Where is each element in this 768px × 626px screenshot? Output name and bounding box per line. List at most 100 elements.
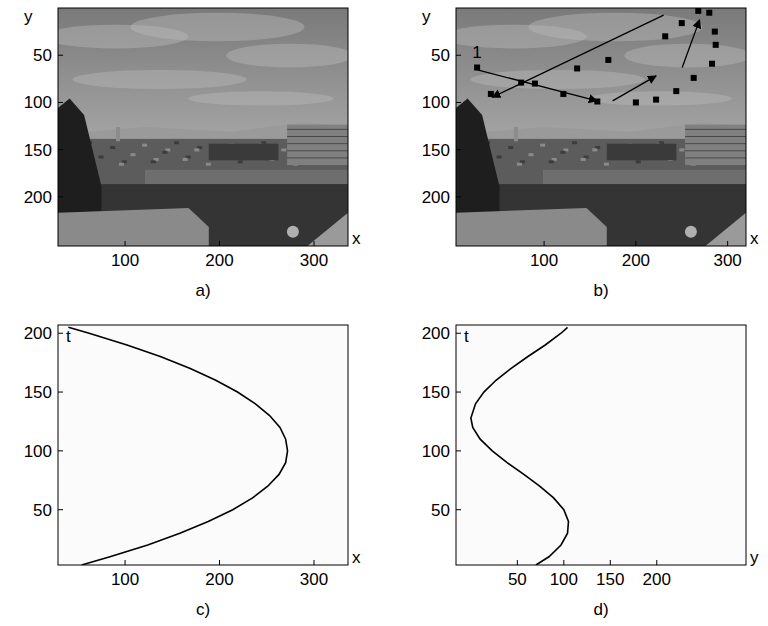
x-tick-label: 300 bbox=[300, 251, 328, 270]
plot-area bbox=[58, 8, 348, 246]
point bbox=[653, 97, 659, 103]
building bbox=[287, 125, 348, 165]
curve bbox=[68, 327, 287, 565]
x-tick bbox=[313, 560, 314, 565]
y-tick-label: 150 bbox=[24, 383, 52, 402]
windows bbox=[287, 143, 348, 144]
point bbox=[679, 20, 685, 26]
x-axis-title: y bbox=[750, 548, 759, 567]
roof bbox=[581, 158, 586, 161]
panel: 10020030050100150200txc) bbox=[24, 324, 361, 619]
plot-background bbox=[456, 325, 746, 565]
y-tick-label: 200 bbox=[24, 324, 52, 343]
point bbox=[709, 61, 715, 67]
field bbox=[145, 170, 348, 184]
x-tick-label: 200 bbox=[643, 570, 671, 589]
x-tick-label: 50 bbox=[508, 570, 527, 589]
cloud bbox=[73, 70, 247, 89]
dish bbox=[685, 226, 697, 238]
roof bbox=[508, 146, 513, 149]
y-tick-label: 200 bbox=[422, 324, 450, 343]
roof bbox=[560, 151, 565, 154]
roof bbox=[110, 146, 115, 149]
roof bbox=[517, 163, 522, 166]
y-tick-label: 100 bbox=[422, 442, 450, 461]
y-tick bbox=[58, 450, 63, 451]
x-axis-title: x bbox=[352, 548, 361, 567]
windows bbox=[287, 129, 348, 130]
x-tick bbox=[544, 241, 545, 246]
roof bbox=[529, 153, 534, 156]
y-tick bbox=[456, 450, 461, 451]
roof bbox=[281, 148, 286, 151]
building bbox=[685, 125, 746, 165]
x-tick bbox=[610, 560, 611, 565]
y-tick-label: 150 bbox=[24, 141, 52, 160]
point bbox=[488, 91, 494, 97]
point bbox=[574, 65, 580, 71]
rooftop bbox=[705, 213, 746, 246]
x-tick bbox=[219, 560, 220, 565]
cloud bbox=[471, 70, 645, 89]
x-tick bbox=[727, 241, 728, 246]
point bbox=[712, 29, 718, 35]
roof bbox=[194, 148, 199, 151]
frame bbox=[456, 8, 746, 246]
building bbox=[209, 144, 279, 161]
cloud bbox=[226, 44, 348, 68]
windows bbox=[287, 150, 348, 151]
x-tick bbox=[517, 560, 518, 565]
building bbox=[607, 144, 677, 161]
dish bbox=[287, 226, 299, 238]
panel: 5010015020050100150200tyd) bbox=[422, 324, 759, 619]
point bbox=[691, 75, 697, 81]
windows bbox=[685, 129, 746, 130]
figure: 10020030050100150200yxa)1100200300501001… bbox=[0, 0, 768, 626]
x-tick-label: 300 bbox=[300, 570, 328, 589]
point bbox=[713, 42, 719, 48]
rooftop bbox=[456, 208, 607, 246]
rooftop bbox=[58, 208, 209, 246]
rooftop bbox=[307, 213, 348, 246]
arrow bbox=[492, 15, 663, 97]
x-tick-label: 200 bbox=[205, 251, 233, 270]
x-tick-label: 200 bbox=[622, 251, 650, 270]
y-tick-label: 200 bbox=[422, 188, 450, 207]
y-axis-title: t bbox=[464, 327, 469, 346]
point bbox=[594, 99, 600, 105]
y-tick-label: 100 bbox=[24, 442, 52, 461]
roof bbox=[151, 160, 156, 163]
y-tick bbox=[456, 102, 461, 103]
x-tick bbox=[563, 560, 564, 565]
point bbox=[605, 57, 611, 63]
x-tick-label: 150 bbox=[596, 570, 624, 589]
point bbox=[695, 8, 701, 14]
cloud bbox=[529, 13, 703, 42]
windows bbox=[287, 136, 348, 137]
cloud bbox=[189, 91, 334, 105]
x-tick bbox=[219, 241, 220, 246]
roof bbox=[206, 163, 211, 166]
y-axis-title: y bbox=[422, 7, 431, 26]
y-tick bbox=[58, 55, 63, 56]
tower bbox=[514, 127, 518, 141]
roof bbox=[592, 148, 597, 151]
roof bbox=[497, 156, 502, 159]
roof bbox=[636, 160, 641, 163]
y-tick bbox=[456, 196, 461, 197]
frame bbox=[58, 8, 348, 246]
roof bbox=[131, 153, 136, 156]
y-tick bbox=[456, 149, 461, 150]
y-tick bbox=[58, 196, 63, 197]
y-tick-label: 50 bbox=[431, 501, 450, 520]
x-tick-label: 100 bbox=[550, 570, 578, 589]
roof bbox=[174, 141, 179, 144]
panel-caption: d) bbox=[593, 600, 608, 619]
roof bbox=[183, 158, 188, 161]
y-axis-title: y bbox=[24, 7, 33, 26]
x-tick-label: 100 bbox=[530, 251, 558, 270]
point bbox=[673, 88, 679, 94]
y-tick bbox=[456, 509, 461, 510]
windows bbox=[287, 157, 348, 158]
y-tick bbox=[58, 149, 63, 150]
